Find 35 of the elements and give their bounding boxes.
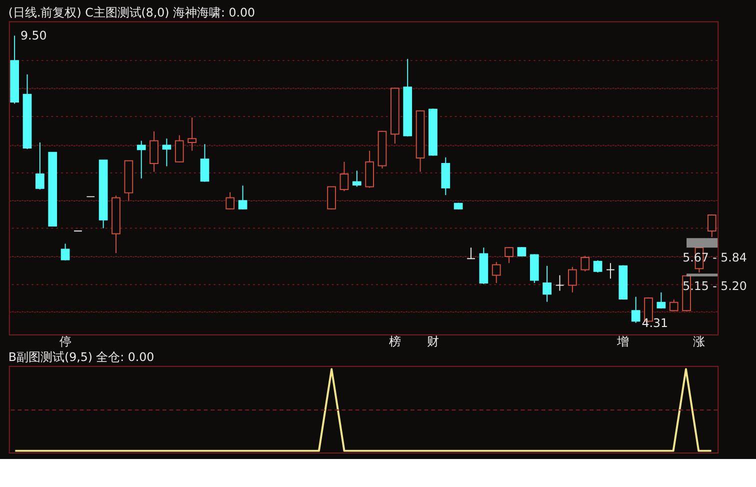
candlestick bbox=[35, 142, 44, 190]
x-tick-label: 增 bbox=[616, 334, 630, 349]
candlestick bbox=[542, 265, 552, 302]
candlestick bbox=[162, 138, 172, 167]
candlestick bbox=[136, 140, 146, 179]
candlestick bbox=[150, 130, 158, 172]
candlestick bbox=[593, 260, 602, 273]
candlestick bbox=[466, 247, 476, 260]
candlestick bbox=[60, 243, 70, 261]
candlestick bbox=[606, 262, 615, 280]
candlestick bbox=[492, 261, 501, 284]
x-tick-label: 停 bbox=[59, 334, 72, 349]
candlestick bbox=[188, 117, 196, 152]
candlestick bbox=[238, 185, 248, 210]
candlestick bbox=[327, 186, 336, 210]
candlestick bbox=[580, 255, 590, 272]
candlestick bbox=[174, 134, 184, 163]
candlestick bbox=[200, 144, 210, 182]
x-tick-label: 榜 bbox=[388, 334, 401, 349]
candlestick bbox=[352, 170, 362, 188]
candlestick bbox=[555, 274, 564, 292]
candlestick bbox=[568, 266, 577, 293]
chart-title: B副图测试(9,5) 全仓: 0.00 bbox=[8, 350, 154, 364]
candlestick bbox=[707, 214, 716, 238]
chart-title: (日线.前复权) C主图测试(8,0) 海神海啸: 0.00 bbox=[8, 5, 256, 20]
annotation: 4.31 bbox=[642, 316, 668, 330]
x-tick-label: 财 bbox=[426, 334, 439, 349]
candlestick bbox=[504, 246, 514, 264]
candlestick bbox=[340, 161, 349, 192]
candlestick bbox=[226, 192, 235, 210]
candlestick bbox=[656, 292, 666, 309]
x-tick-label: 涨 bbox=[693, 334, 706, 349]
annotation: 9.50 bbox=[20, 28, 47, 43]
candlestick bbox=[631, 296, 640, 324]
candlestick bbox=[517, 246, 526, 257]
